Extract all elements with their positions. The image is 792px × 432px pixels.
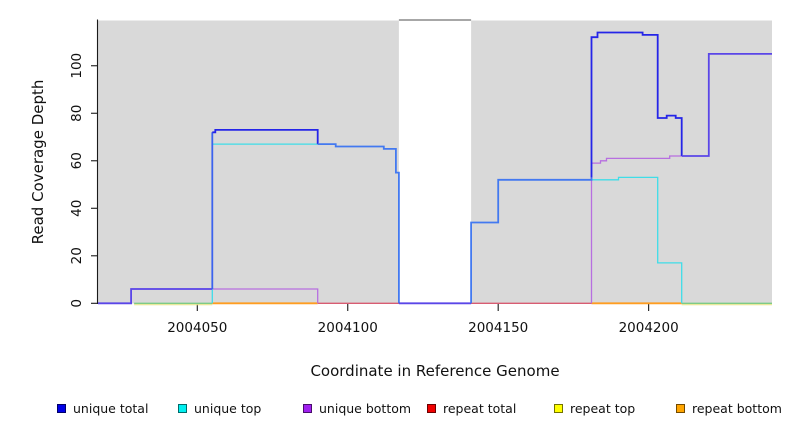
repeat-bottom-swatch-icon [676, 403, 685, 413]
unique-bottom-line-right-line [590, 155, 682, 304]
x-tick-label: 2004100 [318, 320, 378, 336]
unique-total-pure-left-line [212, 129, 319, 145]
legend-label: unique top [194, 400, 262, 416]
y-tick-label: 80 [69, 105, 85, 122]
unique-top-line-right-line [591, 176, 683, 304]
unique-total-over-cyan-b-line [470, 177, 593, 304]
x-tick-label: 2004050 [167, 320, 227, 336]
unique-bottom-swatch-icon [303, 403, 312, 413]
legend-label: repeat total [443, 400, 517, 416]
x-tick-label: 2004150 [468, 320, 528, 336]
unique-top-swatch-icon [178, 403, 187, 413]
legend-item-repeat-top: repeat top [554, 399, 635, 417]
legend-label: unique bottom [319, 400, 412, 416]
y-axis-title: Read Coverage Depth [29, 79, 47, 245]
y-tick-label: 20 [69, 247, 85, 264]
legend-item-unique-bottom: unique bottom [303, 399, 411, 417]
unique-total-over-cyan-a-line [317, 143, 400, 304]
plot-background-band [98, 20, 399, 304]
y-tick-label: 40 [69, 200, 85, 217]
repeat-top-swatch-icon [554, 403, 563, 413]
unique-total-swatch-icon [57, 403, 66, 413]
y-tick-label: 100 [69, 53, 85, 79]
legend-item-repeat-total: repeat total [427, 399, 516, 417]
y-tick-label: 60 [69, 152, 85, 169]
y-tick-label: 0 [69, 299, 85, 308]
repeat-total-swatch-icon [427, 403, 436, 413]
x-tick-label: 2004200 [619, 320, 679, 336]
x-axis-title: Coordinate in Reference Genome [310, 362, 560, 380]
legend-item-unique-top: unique top [178, 399, 261, 417]
legend-label: repeat bottom [692, 400, 782, 416]
legend-label: unique total [73, 400, 149, 416]
legend-item-unique-total: unique total [57, 399, 148, 417]
legend-label: repeat top [570, 400, 636, 416]
unique-total-over-purple-a-line [98, 288, 213, 305]
plot-background-band [471, 20, 772, 304]
unique-total-pure-right-line [590, 31, 683, 178]
legend-item-repeat-bottom: repeat bottom [676, 399, 782, 417]
unique-total-over-purple-b-line [681, 53, 772, 157]
